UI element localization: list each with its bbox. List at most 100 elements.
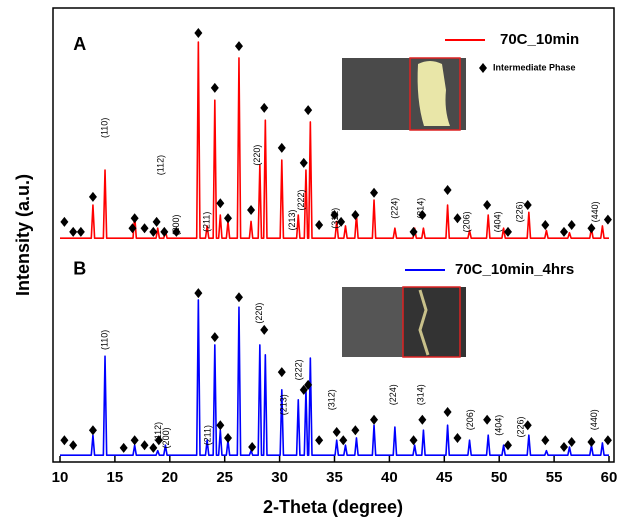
miller-index: (440) bbox=[590, 201, 600, 222]
x-tick-label: 35 bbox=[326, 469, 343, 486]
phase-marker bbox=[567, 437, 576, 448]
y-axis-label: Intensity (a.u.) bbox=[13, 174, 33, 296]
miller-index: (222) bbox=[296, 190, 306, 211]
phase-marker bbox=[119, 442, 128, 453]
phase-marker bbox=[248, 442, 257, 453]
miller-index: (112) bbox=[153, 422, 163, 442]
miller-index: (213) bbox=[278, 394, 288, 415]
phase-marker bbox=[337, 216, 346, 227]
phase-marker bbox=[587, 223, 596, 234]
inset-photo bbox=[342, 286, 466, 358]
x-tick-label: 15 bbox=[107, 469, 124, 486]
phase-marker bbox=[140, 440, 149, 451]
spectrum-line bbox=[60, 41, 609, 239]
phase-marker bbox=[567, 220, 576, 231]
miller-index: (110) bbox=[99, 330, 109, 350]
phase-marker bbox=[523, 420, 532, 431]
phase-marker bbox=[332, 427, 341, 438]
x-axis-label: 2-Theta (degree) bbox=[263, 497, 403, 517]
phase-marker bbox=[299, 157, 308, 168]
miller-index: (312) bbox=[327, 389, 337, 410]
phase-marker bbox=[370, 414, 379, 425]
phase-marker bbox=[483, 200, 492, 211]
phase-marker bbox=[418, 414, 427, 425]
x-tick-label: 10 bbox=[52, 469, 69, 486]
phase-marker bbox=[260, 324, 269, 335]
miller-index: (226) bbox=[514, 201, 524, 222]
phase-marker bbox=[418, 210, 427, 221]
phase-marker bbox=[140, 223, 149, 234]
miller-index: (312) bbox=[330, 208, 340, 229]
miller-index: (226) bbox=[516, 417, 526, 438]
phase-marker bbox=[88, 425, 97, 436]
phase-marker bbox=[234, 41, 243, 52]
x-tick-label: 25 bbox=[216, 469, 233, 486]
phase-marker bbox=[60, 216, 69, 227]
miller-index: (224) bbox=[388, 384, 398, 405]
x-tick-label: 20 bbox=[161, 469, 178, 486]
phase-marker bbox=[443, 407, 452, 418]
miller-index: (213) bbox=[287, 210, 297, 231]
panel-label: B bbox=[73, 259, 86, 279]
phase-marker bbox=[277, 142, 286, 153]
miller-index: (200) bbox=[161, 427, 171, 448]
phase-marker bbox=[210, 82, 219, 93]
panel-label: A bbox=[73, 34, 86, 54]
phase-marker bbox=[76, 226, 85, 237]
phase-marker bbox=[130, 435, 139, 446]
plot-frame bbox=[52, 7, 615, 463]
phase-marker bbox=[234, 292, 243, 303]
x-tick-label: 45 bbox=[436, 469, 453, 486]
miller-index: (314) bbox=[416, 198, 426, 219]
miller-index: (404) bbox=[492, 211, 502, 232]
phase-marker bbox=[541, 220, 550, 231]
phase-marker bbox=[559, 442, 568, 453]
phase-marker bbox=[409, 435, 418, 446]
phase-marker bbox=[541, 435, 550, 446]
phase-marker bbox=[370, 187, 379, 198]
phase-marker bbox=[453, 432, 462, 443]
phase-marker bbox=[587, 437, 596, 448]
phase-marker bbox=[216, 198, 225, 209]
phase-marker bbox=[409, 226, 418, 237]
miller-index: (112) bbox=[155, 155, 165, 175]
phase-marker bbox=[69, 440, 78, 451]
phase-marker bbox=[130, 213, 139, 224]
phase-marker bbox=[149, 442, 158, 453]
phase-marker bbox=[194, 288, 203, 299]
miller-index: (110) bbox=[99, 118, 109, 138]
x-tick-label: 30 bbox=[271, 469, 288, 486]
phase-marker bbox=[603, 214, 612, 225]
phase-marker bbox=[351, 425, 360, 436]
phase-marker bbox=[523, 200, 532, 211]
phase-marker bbox=[330, 210, 339, 221]
miller-index: (220) bbox=[252, 145, 262, 166]
phase-marker bbox=[559, 226, 568, 237]
miller-index: (220) bbox=[254, 303, 264, 324]
phase-marker bbox=[260, 102, 269, 113]
phase-marker bbox=[503, 440, 512, 451]
phase-marker bbox=[453, 213, 462, 224]
phase-marker bbox=[351, 210, 360, 221]
miller-index: (224) bbox=[389, 198, 399, 219]
inset-photo bbox=[342, 57, 466, 131]
miller-index: (314) bbox=[416, 384, 426, 405]
phase-marker bbox=[223, 213, 232, 224]
phase-marker bbox=[339, 435, 348, 446]
phase-marker bbox=[443, 185, 452, 196]
phase-marker bbox=[483, 414, 492, 425]
x-tick-label: 60 bbox=[601, 469, 618, 486]
phase-marker bbox=[315, 220, 324, 231]
miller-index: (211) bbox=[202, 212, 212, 232]
legend-marker bbox=[479, 63, 487, 73]
spectrum-line bbox=[60, 299, 609, 456]
phase-marker bbox=[69, 226, 78, 237]
phase-marker bbox=[247, 205, 256, 216]
miller-index: (211) bbox=[203, 425, 213, 445]
phase-marker bbox=[194, 27, 203, 38]
x-tick-label: 40 bbox=[381, 469, 398, 486]
phase-marker bbox=[304, 379, 313, 390]
miller-index: (206) bbox=[465, 409, 475, 430]
phase-marker bbox=[603, 435, 612, 446]
